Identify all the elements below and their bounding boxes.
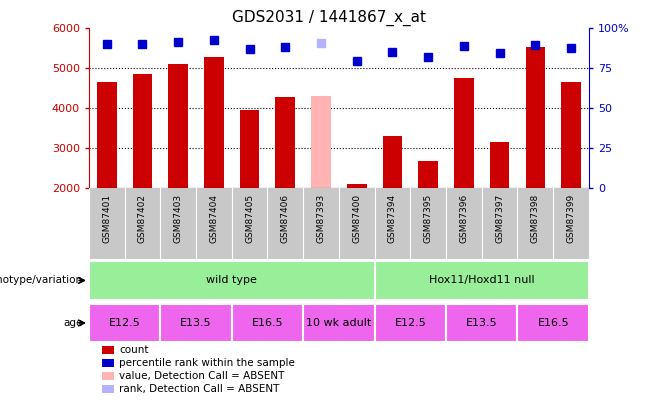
Text: Hox11/Hoxd11 null: Hox11/Hoxd11 null	[429, 275, 534, 286]
Text: GSM87395: GSM87395	[424, 194, 433, 243]
Text: E16.5: E16.5	[251, 318, 283, 328]
Bar	[418, 161, 438, 188]
Text: genotype/variation: genotype/variation	[0, 275, 82, 286]
Text: GSM87403: GSM87403	[174, 194, 183, 243]
Text: count: count	[119, 345, 149, 355]
Bar	[133, 74, 152, 188]
Bar	[382, 136, 402, 188]
Bar	[232, 304, 303, 342]
Text: GDS2031 / 1441867_x_at: GDS2031 / 1441867_x_at	[232, 10, 426, 26]
Bar	[240, 110, 259, 188]
Text: E16.5: E16.5	[538, 318, 569, 328]
Bar	[204, 57, 224, 188]
Bar	[168, 64, 188, 188]
Text: rank, Detection Call = ABSENT: rank, Detection Call = ABSENT	[119, 384, 280, 394]
Text: wild type: wild type	[206, 275, 257, 286]
Bar	[374, 304, 446, 342]
Text: GSM87394: GSM87394	[388, 194, 397, 243]
Bar	[374, 261, 589, 300]
Text: E13.5: E13.5	[466, 318, 497, 328]
Text: percentile rank within the sample: percentile rank within the sample	[119, 358, 295, 368]
Text: age: age	[63, 318, 82, 328]
Bar	[89, 261, 374, 300]
Text: value, Detection Call = ABSENT: value, Detection Call = ABSENT	[119, 371, 284, 381]
Text: GSM87396: GSM87396	[459, 194, 468, 243]
Bar	[490, 141, 509, 188]
Bar	[303, 304, 374, 342]
Bar	[454, 77, 474, 188]
Bar	[311, 96, 331, 188]
Text: GSM87397: GSM87397	[495, 194, 504, 243]
Text: GSM87399: GSM87399	[567, 194, 576, 243]
Bar	[97, 82, 116, 188]
Bar	[161, 304, 232, 342]
Text: GSM87393: GSM87393	[316, 194, 326, 243]
Bar	[526, 47, 545, 188]
Text: E12.5: E12.5	[109, 318, 140, 328]
Text: GSM87402: GSM87402	[138, 194, 147, 243]
Text: GSM87405: GSM87405	[245, 194, 254, 243]
Text: GSM87401: GSM87401	[102, 194, 111, 243]
Text: GSM87398: GSM87398	[531, 194, 540, 243]
Text: 10 wk adult: 10 wk adult	[306, 318, 372, 328]
Text: GSM87400: GSM87400	[352, 194, 361, 243]
Text: E13.5: E13.5	[180, 318, 212, 328]
Bar	[517, 304, 589, 342]
Text: GSM87406: GSM87406	[281, 194, 290, 243]
Bar	[446, 304, 517, 342]
Text: E12.5: E12.5	[394, 318, 426, 328]
Bar	[276, 97, 295, 188]
Text: GSM87404: GSM87404	[209, 194, 218, 243]
Bar	[347, 184, 367, 188]
Bar	[561, 82, 581, 188]
Bar	[89, 304, 161, 342]
